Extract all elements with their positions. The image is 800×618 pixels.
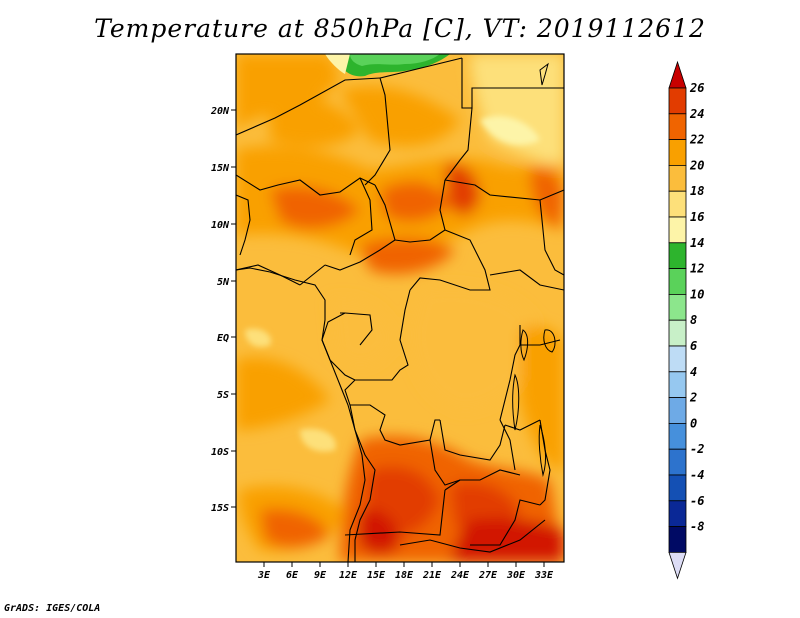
- lat-tick-5s: 5S: [217, 390, 236, 401]
- colorbar-label: 6: [690, 339, 697, 353]
- lon-label: 21E: [422, 570, 442, 581]
- lon-tick-33e: 33E: [534, 562, 554, 581]
- grads-footer: GrADS: IGES/COLA: [4, 603, 101, 614]
- colorbar-label: 8: [690, 313, 697, 327]
- lat-label: 10S: [211, 447, 229, 458]
- lon-tick-18e: 18E: [395, 562, 414, 581]
- lon-tick-27e: 27E: [478, 562, 498, 581]
- latitude-axis: 20N 15N 10N 5N EQ 5S 10S 15S: [210, 106, 236, 514]
- colorbar-segment: [668, 268, 687, 295]
- temperature-field: [236, 54, 564, 562]
- colorbar-segment: [668, 552, 687, 580]
- lat-label: 20N: [210, 106, 230, 117]
- colorbar-segment: [668, 164, 687, 192]
- lat-label: 15S: [211, 503, 229, 514]
- colorbar-label: -6: [690, 494, 704, 508]
- lon-label: 30E: [506, 570, 526, 581]
- colorbar-label: 4: [690, 365, 697, 379]
- colorbar-label: 18: [690, 184, 704, 198]
- colorbar-segment: [668, 371, 687, 398]
- colorbar-segment: [668, 422, 687, 450]
- lon-label: 6E: [286, 570, 299, 581]
- colorbar-segment: [668, 526, 687, 553]
- colorbar-label: 14: [690, 236, 704, 250]
- colorbar-label: 26: [689, 81, 704, 95]
- lat-label: 5N: [217, 277, 230, 288]
- lon-tick-15e: 15E: [367, 562, 386, 581]
- colorbar-segment: [668, 60, 687, 89]
- lat-label: 10N: [211, 220, 230, 231]
- lon-label: 18E: [395, 570, 414, 581]
- lon-label: 3E: [257, 570, 271, 581]
- colorbar-segment: [668, 345, 687, 373]
- lon-tick-21e: 21E: [422, 562, 442, 581]
- colorbar-segment: [668, 448, 687, 476]
- colorbar-segment: [668, 242, 687, 270]
- colorbar-label: 0: [690, 416, 697, 430]
- colorbar-label: 16: [690, 210, 704, 224]
- lon-label: 9E: [314, 570, 327, 581]
- colorbar-segment: [668, 319, 687, 347]
- colorbar-segment: [668, 216, 687, 244]
- colorbar-segment: [668, 190, 687, 218]
- lon-tick-9e: 9E: [314, 562, 327, 581]
- lon-label: 24E: [450, 570, 470, 581]
- colorbar-label: -4: [690, 468, 704, 482]
- lon-tick-12e: 12E: [339, 562, 358, 581]
- colorbar-label: 10: [690, 287, 704, 301]
- lon-label: 15E: [367, 570, 386, 581]
- lon-tick-24e: 24E: [450, 562, 470, 581]
- lon-label: 12E: [339, 570, 358, 581]
- lat-tick-eq: EQ: [217, 333, 236, 344]
- colorbar-segment: [668, 293, 687, 321]
- lon-tick-6e: 6E: [286, 562, 299, 581]
- lat-label: EQ: [217, 333, 229, 344]
- lon-label: 27E: [478, 570, 498, 581]
- country-borders: [236, 57, 564, 562]
- colorbar-label: 24: [689, 107, 704, 121]
- colorbar-label: -8: [690, 520, 704, 534]
- lon-tick-30e: 30E: [506, 562, 526, 581]
- colorbar-label: -2: [690, 442, 704, 456]
- lat-label: 5S: [217, 390, 229, 401]
- colorbar-segment: [668, 139, 687, 166]
- colorbar-segment: [668, 397, 687, 424]
- lat-tick-10n: 10N: [211, 220, 236, 231]
- colorbar-label: 22: [689, 133, 704, 147]
- colorbar-segment: [668, 87, 687, 115]
- lon-tick-3e: 3E: [257, 562, 271, 581]
- colorbar-segment: [668, 474, 687, 502]
- colorbar-label: 2: [689, 391, 697, 405]
- lon-label: 33E: [534, 570, 554, 581]
- longitude-axis: 3E 6E 9E 12E 15E 18E 21E 24E 27E 30E 33E: [257, 562, 554, 581]
- lat-tick-10s: 10S: [211, 447, 236, 458]
- map-frame: [235, 53, 565, 563]
- lat-tick-5n: 5N: [217, 277, 236, 288]
- lat-tick-20n: 20N: [210, 106, 236, 117]
- colorbar-label: 20: [689, 158, 704, 172]
- colorbar-segment: [668, 113, 687, 141]
- lat-tick-15s: 15S: [211, 503, 236, 514]
- chart-title: Temperature at 850hPa [C], VT: 201911261…: [94, 14, 706, 43]
- lat-label: 15N: [211, 163, 230, 174]
- colorbar-segment: [668, 500, 687, 527]
- lat-tick-15n: 15N: [211, 163, 236, 174]
- colorbar-label: 12: [690, 262, 704, 276]
